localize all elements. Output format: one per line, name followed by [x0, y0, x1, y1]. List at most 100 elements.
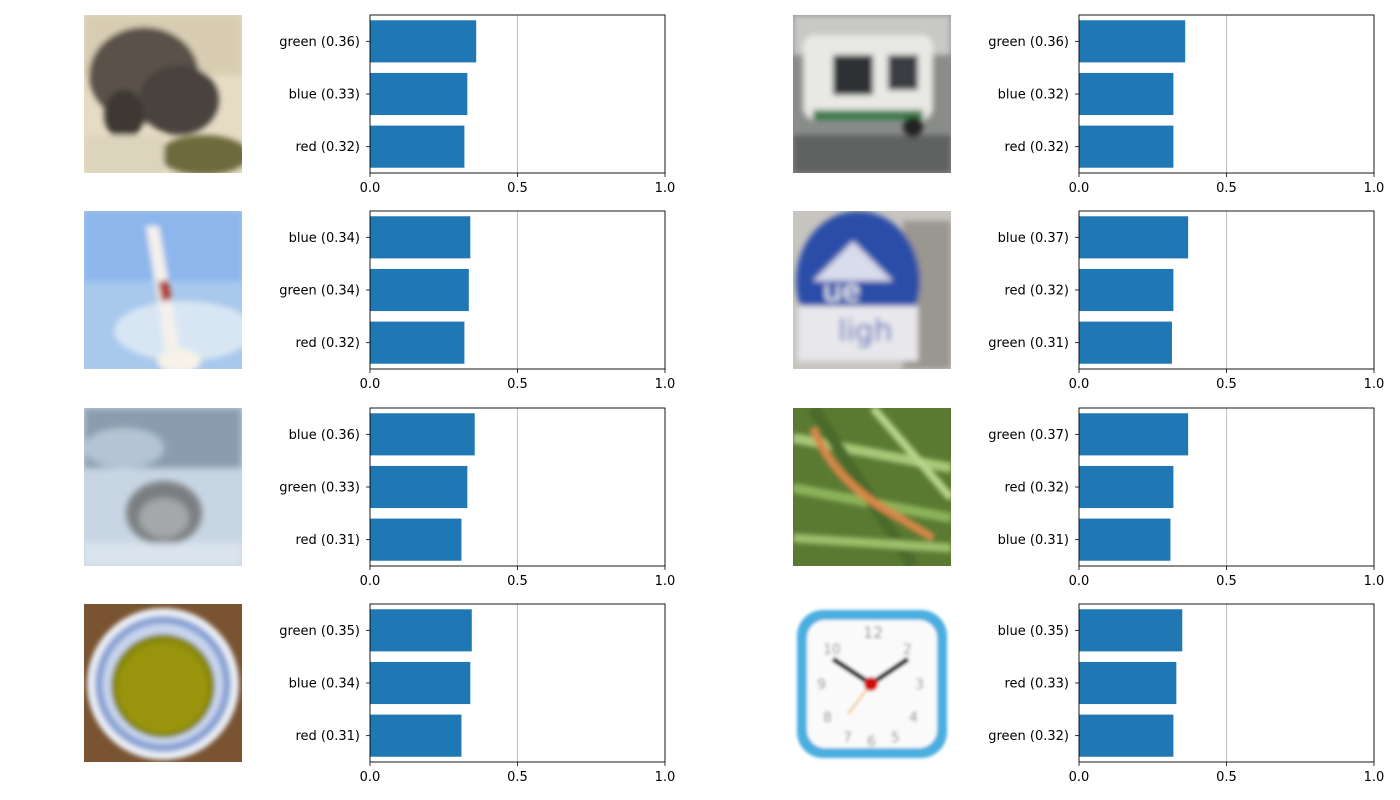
bar: [370, 268, 469, 312]
y-tick-label: red (0.32): [295, 140, 360, 155]
bar: [1079, 321, 1172, 364]
x-tick-label: 1.0: [655, 377, 676, 392]
y-tick-label: red (0.32): [1004, 284, 1069, 299]
y-tick-label: blue (0.33): [289, 88, 360, 103]
bar: [1079, 20, 1186, 63]
x-tick-label: 0.0: [1069, 181, 1090, 196]
y-tick-label: blue (0.37): [998, 231, 1069, 246]
thumbnail-can: ue ligh: [793, 211, 951, 369]
thumbnail-rocket: [84, 211, 242, 369]
bar-chart-svg: green (0.36) blue (0.33) red (0.32) 0.0 0.5 1…: [279, 14, 676, 196]
y-tick-label: green (0.35): [279, 624, 360, 639]
x-tick-label: 1.0: [1364, 377, 1385, 392]
bar-panel: green (0.36) blue (0.33) red (0.32) 0.0 0.5 1…: [260, 12, 675, 202]
svg-text:5: 5: [891, 730, 900, 746]
svg-text:7: 7: [843, 730, 852, 746]
y-tick-label: green (0.34): [279, 284, 360, 299]
bar: [1079, 661, 1177, 705]
y-tick-label: green (0.32): [988, 729, 1069, 744]
y-tick-label: blue (0.34): [289, 231, 360, 246]
x-tick-label: 0.0: [1069, 770, 1090, 785]
bar: [1079, 72, 1174, 116]
y-tick-label: green (0.36): [988, 35, 1069, 50]
x-tick-label: 1.0: [1364, 770, 1385, 785]
bar: [370, 661, 471, 705]
bar-chart-svg: green (0.37) red (0.32) blue (0.31) 0.0 0.5 1…: [988, 407, 1385, 589]
y-tick-label: green (0.37): [988, 428, 1069, 443]
y-tick-label: blue (0.32): [998, 88, 1069, 103]
bar: [370, 216, 471, 259]
svg-text:4: 4: [909, 710, 918, 726]
y-tick-label: blue (0.35): [998, 624, 1069, 639]
x-tick-label: 0.5: [1216, 377, 1237, 392]
x-tick-label: 0.5: [1216, 770, 1237, 785]
bar-panel: blue (0.36) green (0.33) red (0.31) 0.0 0.5 1…: [260, 405, 675, 595]
x-tick-label: 0.5: [507, 377, 528, 392]
bar: [370, 714, 462, 757]
bar-panel: blue (0.37) red (0.32) green (0.31) 0.0 0.5 1…: [969, 208, 1384, 398]
y-tick-label: red (0.33): [1004, 677, 1069, 692]
x-tick-label: 1.0: [1364, 181, 1385, 196]
x-tick-label: 0.0: [360, 181, 381, 196]
bar-panel: green (0.37) red (0.32) blue (0.31) 0.0 0.5 1…: [969, 405, 1384, 595]
bar-chart-svg: blue (0.34) green (0.34) red (0.32) 0.0 0.5 1…: [279, 210, 676, 392]
bar: [370, 20, 477, 63]
svg-text:12: 12: [863, 623, 883, 642]
svg-text:2: 2: [903, 642, 912, 658]
y-tick-label: red (0.32): [1004, 481, 1069, 496]
thumbnail-porcupine: [84, 15, 242, 173]
bar-chart-svg: blue (0.35) red (0.33) green (0.32) 0.0 0.5 1…: [988, 603, 1385, 785]
bar: [1079, 125, 1174, 168]
thumbnail-seal: [84, 408, 242, 566]
x-tick-label: 0.0: [1069, 377, 1090, 392]
y-tick-label: red (0.31): [295, 729, 360, 744]
bar: [1079, 518, 1171, 561]
thumbnail-vehicle: [793, 15, 951, 173]
svg-text:9: 9: [817, 677, 826, 693]
y-tick-label: red (0.32): [295, 336, 360, 351]
bar-panel: green (0.35) blue (0.34) red (0.31) 0.0 0.5 1…: [260, 601, 675, 791]
x-tick-label: 1.0: [655, 574, 676, 589]
bar-panel: blue (0.34) green (0.34) red (0.32) 0.0 0.5 1…: [260, 208, 675, 398]
x-tick-label: 0.0: [360, 770, 381, 785]
svg-text:3: 3: [915, 677, 924, 693]
x-tick-label: 1.0: [655, 770, 676, 785]
thumbnail-bowl: [84, 604, 242, 762]
x-tick-label: 0.5: [507, 770, 528, 785]
svg-text:6: 6: [867, 734, 876, 750]
x-tick-label: 0.5: [1216, 181, 1237, 196]
svg-text:8: 8: [823, 710, 832, 726]
y-tick-label: green (0.31): [988, 336, 1069, 351]
bar-panel: blue (0.35) red (0.33) green (0.32) 0.0 0.5 1…: [969, 601, 1384, 791]
bar: [370, 125, 465, 168]
x-tick-label: 0.5: [1216, 574, 1237, 589]
y-tick-label: blue (0.31): [998, 533, 1069, 548]
bar: [370, 609, 472, 652]
bar: [370, 465, 468, 509]
bar-chart-svg: blue (0.37) red (0.32) green (0.31) 0.0 0.5 1…: [988, 210, 1385, 392]
bar: [1079, 413, 1189, 456]
bar: [370, 321, 465, 364]
svg-text:10: 10: [823, 642, 841, 658]
bar-chart-svg: green (0.35) blue (0.34) red (0.31) 0.0 0.5 1…: [279, 603, 676, 785]
x-tick-label: 0.5: [507, 181, 528, 196]
thumbnail-caterpillar: [793, 408, 951, 566]
svg-text:ue: ue: [823, 274, 860, 309]
bar: [1079, 465, 1174, 509]
x-tick-label: 1.0: [1364, 574, 1385, 589]
x-tick-label: 0.5: [507, 574, 528, 589]
thumbnail-clock: 12 10 2 9 3 8 4 7 6 5: [793, 604, 951, 762]
bar: [1079, 714, 1174, 757]
y-tick-label: red (0.31): [295, 533, 360, 548]
bar-chart-svg: blue (0.36) green (0.33) red (0.31) 0.0 0.5 1…: [279, 407, 676, 589]
x-tick-label: 0.0: [360, 377, 381, 392]
bar: [370, 518, 462, 561]
y-tick-label: green (0.36): [279, 35, 360, 50]
x-tick-label: 1.0: [655, 181, 676, 196]
bar: [1079, 216, 1189, 259]
y-tick-label: blue (0.36): [289, 428, 360, 443]
bar: [1079, 609, 1183, 652]
y-tick-label: green (0.33): [279, 481, 360, 496]
y-tick-label: blue (0.34): [289, 677, 360, 692]
bar: [370, 413, 475, 456]
